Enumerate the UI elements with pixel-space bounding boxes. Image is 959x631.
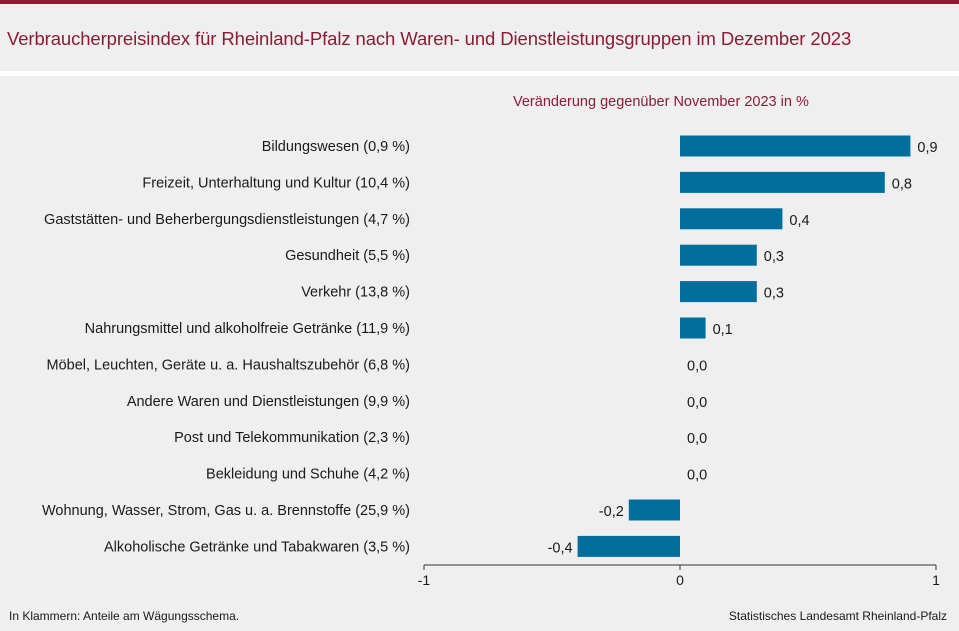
bar [680,135,911,157]
category-label: Alkoholische Getränke und Tabakwaren (3,… [104,539,410,555]
category-label: Gaststätten- und Beherbergungsdienstleis… [44,212,410,228]
data-label: 0,4 [789,213,809,229]
data-label: 0,0 [687,468,707,484]
category-label: Post und Telekommunikation (2,3 %) [174,430,410,446]
bar [680,281,757,303]
bar [680,317,706,339]
category-label: Verkehr (13,8 %) [301,285,410,301]
x-tick-label: 0 [676,572,684,588]
data-label: -0,2 [599,504,624,520]
data-label: 0,0 [687,358,707,374]
data-label: 0,3 [764,249,784,265]
header-divider [0,71,959,76]
bar [680,208,783,230]
data-label: 0,8 [892,176,912,192]
category-label: Bildungswesen (0,9 %) [262,139,410,155]
category-label: Bekleidung und Schuhe (4,2 %) [206,467,410,483]
category-label: Andere Waren und Dienstleistungen (9,9 %… [127,394,410,410]
category-label: Gesundheit (5,5 %) [285,248,410,264]
footnote: In Klammern: Anteile am Wägungsschema. [9,609,240,623]
category-label: Freizeit, Unterhaltung und Kultur (10,4 … [142,175,410,191]
source-credit: Statistisches Landesamt Rheinland-Pfalz [728,609,947,623]
chart-title: Verbraucherpreisindex für Rheinland-Pfal… [7,28,852,49]
bar [680,244,757,266]
data-label: 0,0 [687,395,707,411]
chart-subtitle: Veränderung gegenüber November 2023 in % [513,94,809,110]
x-tick-label: 1 [932,572,940,588]
category-label: Wohnung, Wasser, Strom, Gas u. a. Brenns… [42,503,410,519]
bar [628,499,680,521]
data-label: 0,3 [764,286,784,302]
top-accent-bar [0,0,959,4]
x-tick-label: -1 [418,572,431,588]
bar [680,171,885,193]
bar [577,535,680,557]
data-label: -0,4 [548,540,573,556]
data-label: 0,0 [687,431,707,447]
data-label: 0,9 [917,140,937,156]
category-label: Nahrungsmittel und alkoholfreie Getränke… [85,321,410,337]
category-label: Möbel, Leuchten, Geräte u. a. Haushaltsz… [46,357,410,373]
data-label: 0,1 [713,322,733,338]
